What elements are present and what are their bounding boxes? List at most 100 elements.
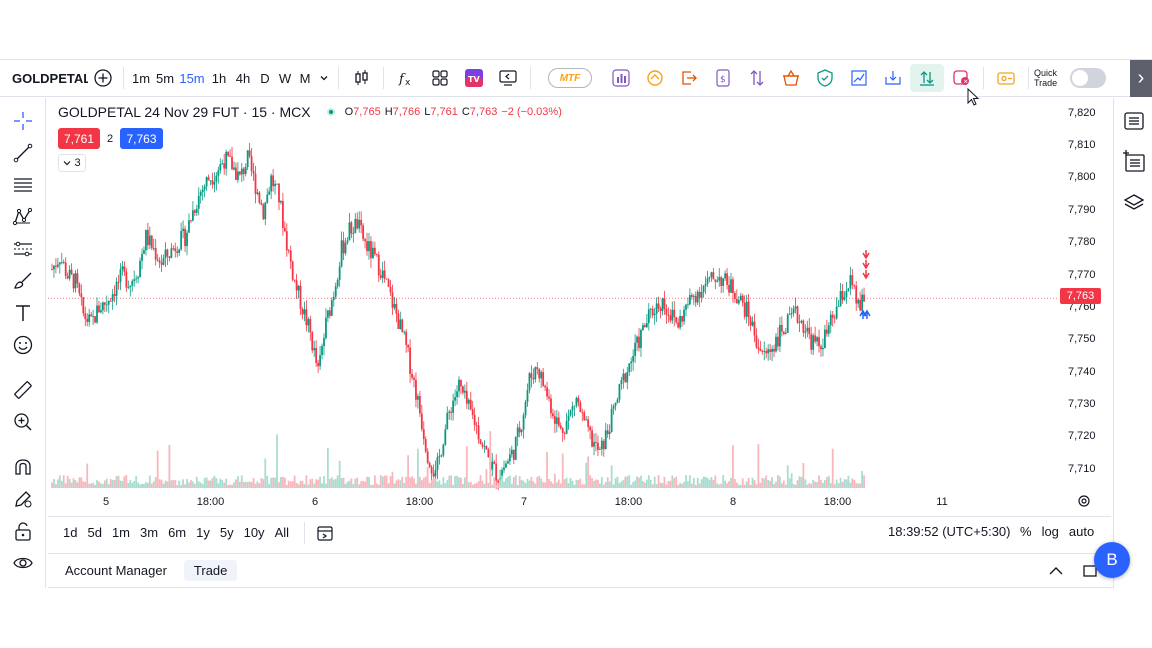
interval-15m[interactable]: 15m bbox=[179, 70, 205, 86]
interval-dropdown[interactable] bbox=[315, 64, 333, 92]
interval-1m[interactable]: 1m bbox=[131, 70, 151, 86]
watchlist-button[interactable] bbox=[1121, 108, 1147, 134]
range-all[interactable]: All bbox=[274, 525, 290, 540]
collapse-toolbar-button[interactable]: › bbox=[1130, 60, 1152, 97]
object-tree-button[interactable] bbox=[1121, 190, 1147, 216]
timezone-display[interactable]: 18:39:52 (UTC+5:30) bbox=[888, 524, 1011, 539]
range-3m[interactable]: 3m bbox=[140, 525, 159, 540]
candle bbox=[139, 257, 141, 278]
buy-button[interactable]: 7,763 bbox=[120, 128, 163, 149]
chevron-up-icon[interactable] bbox=[1048, 564, 1064, 578]
range-1y[interactable]: 1y bbox=[196, 525, 210, 540]
trend-button[interactable] bbox=[842, 64, 876, 92]
maximize-icon[interactable] bbox=[1082, 564, 1098, 578]
volume-bar bbox=[462, 483, 464, 488]
emoji-tool[interactable] bbox=[10, 332, 36, 358]
compare-symbol-button[interactable] bbox=[88, 64, 118, 92]
buy-marker bbox=[863, 309, 871, 319]
lock-tool[interactable] bbox=[10, 518, 36, 544]
interval-W[interactable]: W bbox=[278, 70, 292, 86]
sell-button[interactable]: 7,761 bbox=[58, 128, 100, 149]
candle bbox=[665, 304, 668, 324]
basket-button[interactable] bbox=[774, 64, 808, 92]
candle bbox=[444, 424, 447, 446]
candle bbox=[732, 276, 734, 303]
alerts-button[interactable]: ✕ bbox=[944, 64, 978, 92]
quick-trade-toggle[interactable] bbox=[1070, 68, 1106, 88]
candle bbox=[227, 151, 230, 157]
volume-bar bbox=[671, 475, 674, 488]
chart-type-button[interactable] bbox=[344, 64, 378, 92]
interval-D[interactable]: D bbox=[260, 70, 270, 86]
candle bbox=[792, 305, 795, 317]
pattern-tool[interactable] bbox=[10, 204, 36, 230]
replay-button[interactable] bbox=[491, 64, 525, 92]
brush-tool[interactable] bbox=[10, 268, 36, 294]
basket-order-button[interactable]: $ bbox=[706, 64, 740, 92]
layouts-button[interactable] bbox=[423, 64, 457, 92]
range-1d[interactable]: 1d bbox=[63, 525, 78, 540]
tab-account-manager[interactable]: Account Manager bbox=[65, 563, 167, 578]
swap-button[interactable] bbox=[740, 64, 774, 92]
wallet-button[interactable] bbox=[989, 64, 1023, 92]
interval-5m[interactable]: 5m bbox=[155, 70, 175, 86]
go-to-date-icon[interactable] bbox=[315, 523, 335, 543]
volume-bar bbox=[436, 481, 439, 488]
gold-icon-button[interactable] bbox=[638, 64, 672, 92]
exit-button[interactable] bbox=[672, 64, 706, 92]
forecast-tool[interactable] bbox=[10, 236, 36, 262]
percent-scale-toggle[interactable]: % bbox=[1020, 524, 1032, 539]
volume-bar bbox=[626, 476, 629, 488]
trend-line-tool[interactable] bbox=[10, 140, 36, 166]
interval-1h[interactable]: 1h bbox=[211, 70, 227, 86]
buy-sell-toggle-button[interactable] bbox=[910, 64, 944, 92]
symbol-search[interactable]: GOLDPETAL bbox=[0, 64, 88, 92]
user-avatar[interactable]: B bbox=[1094, 542, 1130, 578]
magnet-tool[interactable] bbox=[10, 454, 36, 480]
interval-4h[interactable]: 4h bbox=[235, 70, 251, 86]
candle bbox=[287, 249, 290, 254]
range-1m[interactable]: 1m bbox=[111, 525, 130, 540]
chart-settings-icon[interactable] bbox=[1077, 494, 1091, 508]
range-5y[interactable]: 5y bbox=[219, 525, 234, 540]
volume-bar bbox=[248, 481, 251, 488]
volume-bar bbox=[508, 475, 511, 488]
fib-tool[interactable] bbox=[10, 172, 36, 198]
download-button[interactable] bbox=[876, 64, 910, 92]
hide-tool[interactable] bbox=[10, 550, 36, 576]
log-scale-toggle[interactable]: log bbox=[1041, 524, 1059, 539]
mtf-button[interactable]: MTF bbox=[548, 68, 592, 88]
price-chart[interactable] bbox=[48, 98, 1111, 515]
range-5d[interactable]: 5d bbox=[87, 525, 102, 540]
interval-M[interactable]: M bbox=[299, 70, 311, 86]
range-6m[interactable]: 6m bbox=[168, 525, 187, 540]
tradingview-button[interactable]: TV bbox=[457, 64, 491, 92]
indicators-toggle[interactable]: 3 bbox=[58, 154, 86, 172]
coin-icon bbox=[647, 70, 663, 86]
draw-mode-tool[interactable] bbox=[10, 486, 36, 512]
lock-icon bbox=[15, 522, 31, 541]
auto-scale-toggle[interactable]: auto bbox=[1068, 524, 1095, 539]
volume-bar bbox=[82, 481, 85, 488]
smiley-icon bbox=[13, 335, 33, 355]
candle bbox=[201, 185, 204, 201]
volume-bar bbox=[446, 480, 449, 488]
volume-bar bbox=[170, 480, 173, 488]
volume-bar bbox=[747, 477, 750, 488]
volume-bar bbox=[344, 483, 347, 488]
ruler-tool[interactable] bbox=[10, 377, 36, 403]
layers-icon bbox=[1123, 194, 1145, 210]
option-chain-button[interactable] bbox=[604, 64, 638, 92]
tab-trade[interactable]: Trade bbox=[183, 560, 238, 581]
protect-button[interactable] bbox=[808, 64, 842, 92]
candle bbox=[422, 421, 425, 445]
zoom-tool[interactable] bbox=[10, 409, 36, 435]
text-tool[interactable] bbox=[10, 300, 36, 326]
crosshair-tool[interactable] bbox=[10, 108, 36, 134]
candle bbox=[653, 307, 656, 325]
candle bbox=[109, 298, 112, 302]
range-10y[interactable]: 10y bbox=[243, 525, 265, 540]
add-alert-button[interactable] bbox=[1121, 148, 1147, 174]
volume-bar bbox=[115, 476, 118, 488]
